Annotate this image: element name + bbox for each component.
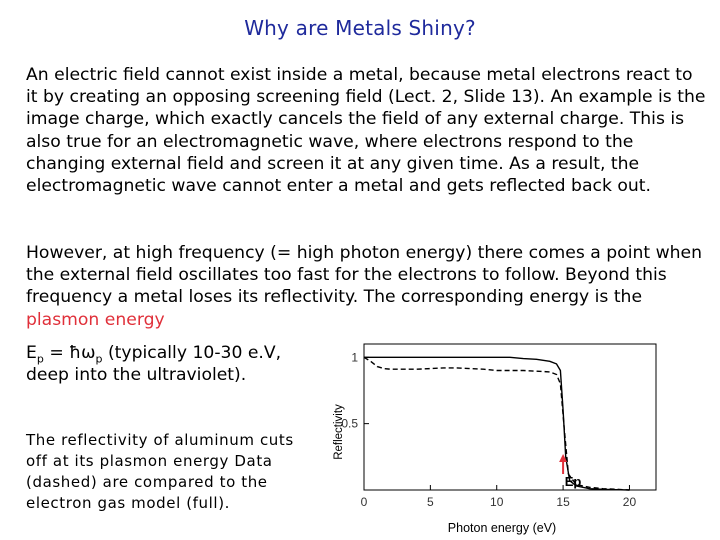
chart-axes	[363, 343, 657, 491]
reflectivity-chart: 0 5 10 15 20 0.5 1 Photon energy (eV) Reflecti…	[333, 343, 657, 535]
x-tick-label: 10	[490, 495, 504, 509]
ep-arrow-head	[559, 454, 568, 462]
series-data-dashed	[363, 356, 630, 491]
x-tick-label: 0	[361, 495, 368, 509]
x-tick-label: 20	[623, 495, 637, 509]
ep-equals: = ħω	[43, 343, 96, 363]
series-model-solid	[364, 356, 630, 491]
slide-title: Why are Metals Shiny?	[244, 16, 476, 40]
ep-tail: (typically 10-30 e.V,	[102, 343, 282, 363]
y-axis-label: Reflectivity	[333, 404, 345, 460]
ep-symbol: E	[26, 343, 37, 363]
deep-uv-text: deep into the ultraviolet).	[26, 365, 247, 385]
paragraph-screening: An electric field cannot exist inside a …	[26, 65, 706, 197]
ep-marker: Ep	[559, 454, 581, 489]
ep-formula: Ep = ħωp (typically 10-30 e.V,	[26, 342, 281, 371]
paragraph-plasmon-text: However, at high frequency (= high photo…	[26, 243, 702, 308]
x-axis-label: Photon energy (eV)	[448, 521, 556, 535]
plot-frame	[363, 343, 657, 491]
chart-ticks: 0 5 10 15 20 0.5 1	[341, 350, 636, 509]
x-tick-label: 5	[427, 495, 434, 509]
y-tick-label: 0.5	[341, 417, 358, 431]
ep-marker-label: Ep	[565, 474, 582, 489]
x-tick-label: 15	[556, 495, 570, 509]
y-tick-label: 1	[351, 350, 358, 364]
ep-sub2: p	[95, 352, 103, 366]
plasmon-energy-term: plasmon energy	[26, 309, 165, 330]
paragraph-plasmon: However, at high frequency (= high photo…	[26, 242, 706, 331]
chart-series	[363, 356, 630, 491]
ep-sub: p	[36, 352, 44, 366]
figure-caption: The reflectivity of aluminum cuts off at…	[26, 431, 294, 512]
